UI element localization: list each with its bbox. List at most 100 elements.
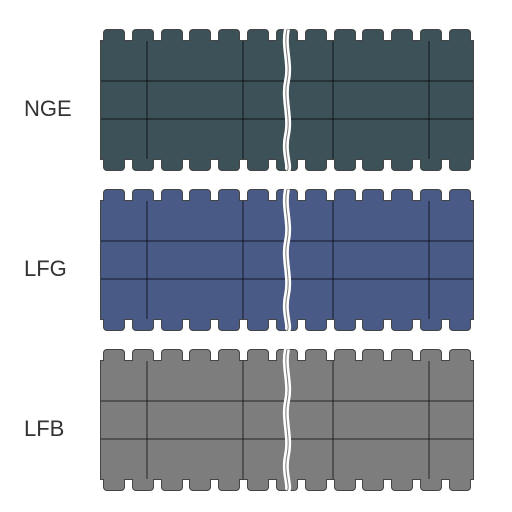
belt-tooth bbox=[305, 479, 327, 491]
belt-seam bbox=[332, 201, 334, 319]
belt-tooth bbox=[305, 29, 327, 41]
belt-tooth bbox=[218, 349, 240, 361]
belt-tooth bbox=[218, 189, 240, 201]
belt-band bbox=[101, 280, 473, 319]
belt-tooth bbox=[334, 479, 356, 491]
belt-seam bbox=[242, 201, 244, 319]
belt-tooth bbox=[161, 319, 183, 331]
belt-tooth bbox=[218, 479, 240, 491]
belt-tooth bbox=[161, 349, 183, 361]
belt-tooth bbox=[103, 319, 125, 331]
belt-tooth bbox=[362, 349, 384, 361]
belt-tooth bbox=[391, 349, 413, 361]
belt-tooth bbox=[189, 319, 211, 331]
belt-tooth bbox=[391, 29, 413, 41]
belt-band bbox=[101, 41, 473, 80]
belt-tooth bbox=[305, 319, 327, 331]
belt-tooth bbox=[362, 29, 384, 41]
belt-tooth bbox=[420, 189, 442, 201]
belt-tooth bbox=[218, 319, 240, 331]
belt-row-nge: NGE bbox=[0, 40, 512, 180]
belt-tooth bbox=[420, 349, 442, 361]
belt-tooth bbox=[189, 479, 211, 491]
belt-tooth bbox=[449, 349, 471, 361]
belt-tooth bbox=[247, 319, 269, 331]
belt-label: NGE bbox=[24, 96, 92, 122]
belt-seam bbox=[242, 361, 244, 479]
belt-tooth bbox=[132, 349, 154, 361]
belt-teeth bbox=[101, 479, 473, 491]
belt-tooth bbox=[161, 29, 183, 41]
belt-body bbox=[100, 40, 474, 160]
belt-tooth bbox=[420, 319, 442, 331]
belt-tooth bbox=[449, 29, 471, 41]
belt-band bbox=[101, 240, 473, 279]
belt-tooth bbox=[391, 479, 413, 491]
belt-tooth bbox=[161, 479, 183, 491]
belt-tooth bbox=[247, 159, 269, 171]
belt-seam bbox=[146, 41, 148, 159]
belt-tooth bbox=[132, 319, 154, 331]
belt-tooth bbox=[391, 189, 413, 201]
belt-tooth bbox=[305, 189, 327, 201]
belt-tooth bbox=[334, 319, 356, 331]
belt-tooth bbox=[420, 29, 442, 41]
belt-tooth bbox=[247, 189, 269, 201]
belt-seam bbox=[428, 201, 430, 319]
belt-tooth bbox=[103, 159, 125, 171]
belt-tooth bbox=[449, 189, 471, 201]
belt-tooth bbox=[276, 349, 298, 361]
belt-band bbox=[101, 120, 473, 159]
belt-teeth bbox=[101, 29, 473, 41]
belt-seam bbox=[146, 361, 148, 479]
belt-tooth bbox=[189, 29, 211, 41]
belt-tooth bbox=[334, 159, 356, 171]
belt-seam bbox=[428, 361, 430, 479]
belt-seam bbox=[428, 41, 430, 159]
belt-tooth bbox=[132, 159, 154, 171]
belt-teeth bbox=[101, 319, 473, 331]
belt-teeth bbox=[101, 159, 473, 171]
belt-teeth bbox=[101, 349, 473, 361]
belt-tooth bbox=[189, 159, 211, 171]
belt-seam bbox=[146, 201, 148, 319]
belt-teeth bbox=[101, 189, 473, 201]
belt-tooth bbox=[362, 319, 384, 331]
belt-tooth bbox=[449, 159, 471, 171]
belt-tooth bbox=[247, 479, 269, 491]
belt-tooth bbox=[161, 189, 183, 201]
belt-tooth bbox=[247, 349, 269, 361]
belt-tooth bbox=[420, 479, 442, 491]
belt-tooth bbox=[276, 479, 298, 491]
belt-tooth bbox=[362, 479, 384, 491]
belt-tooth bbox=[103, 349, 125, 361]
belt-tooth bbox=[449, 319, 471, 331]
belt-tooth bbox=[391, 319, 413, 331]
belt-band bbox=[101, 80, 473, 119]
belt-tooth bbox=[276, 189, 298, 201]
belt-band bbox=[101, 400, 473, 439]
belt-tooth bbox=[391, 159, 413, 171]
belt-tooth bbox=[334, 349, 356, 361]
belt-tooth bbox=[161, 159, 183, 171]
belt-tooth bbox=[334, 189, 356, 201]
belt-tooth bbox=[218, 159, 240, 171]
belt-seam bbox=[332, 41, 334, 159]
belt-tooth bbox=[420, 159, 442, 171]
belt-band bbox=[101, 201, 473, 240]
belt-tooth bbox=[103, 189, 125, 201]
belt-row-lfg: LFG bbox=[0, 200, 512, 340]
belt-tooth bbox=[334, 29, 356, 41]
belt-tooth bbox=[305, 159, 327, 171]
belt-seam bbox=[242, 41, 244, 159]
belt-tooth bbox=[276, 319, 298, 331]
belt-row-lfb: LFB bbox=[0, 360, 512, 500]
belt-tooth bbox=[218, 29, 240, 41]
belt-seam bbox=[332, 361, 334, 479]
belt-tooth bbox=[247, 29, 269, 41]
belt-tooth bbox=[276, 159, 298, 171]
belt-body bbox=[100, 360, 474, 480]
belt-label: LFB bbox=[24, 416, 92, 442]
belt-tooth bbox=[189, 349, 211, 361]
belt-tooth bbox=[305, 349, 327, 361]
